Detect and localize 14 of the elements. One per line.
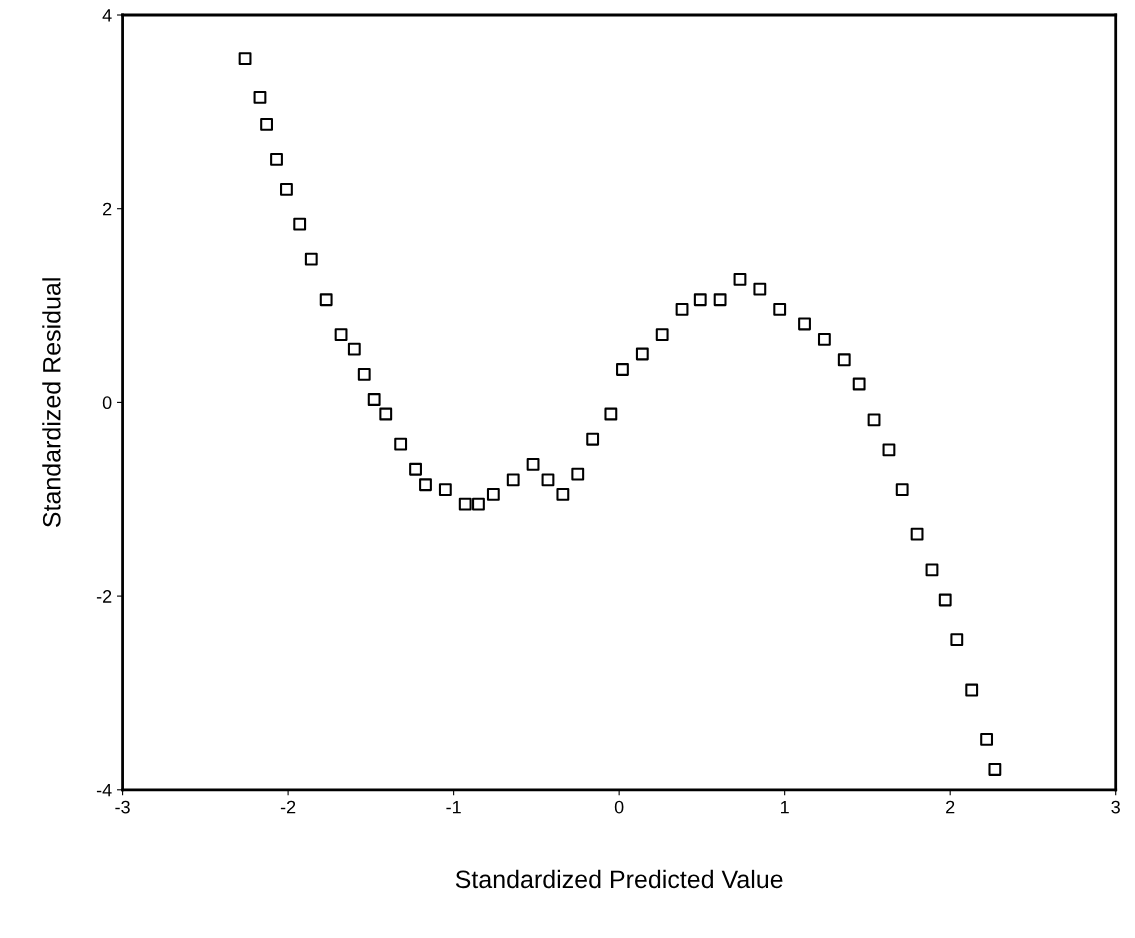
x-tick-label: 2: [946, 800, 955, 814]
x-axis-title: Standardized Predicted Value: [455, 869, 783, 889]
x-tick-label: 1: [781, 800, 789, 814]
x-tick-label: -1: [446, 800, 461, 814]
y-tick-label: 2: [103, 202, 112, 216]
x-tick-label: 0: [614, 800, 624, 814]
y-tick-label: -4: [96, 783, 112, 797]
y-axis-title: Standardized Residual: [42, 278, 61, 528]
y-tick-label: 4: [102, 9, 112, 22]
x-tick-label: 3: [1111, 800, 1120, 814]
y-tick-label: -2: [96, 590, 112, 603]
x-tick-label: -3: [115, 800, 130, 814]
x-tick-label: -2: [280, 800, 296, 814]
y-tick-label: 0: [102, 396, 112, 410]
